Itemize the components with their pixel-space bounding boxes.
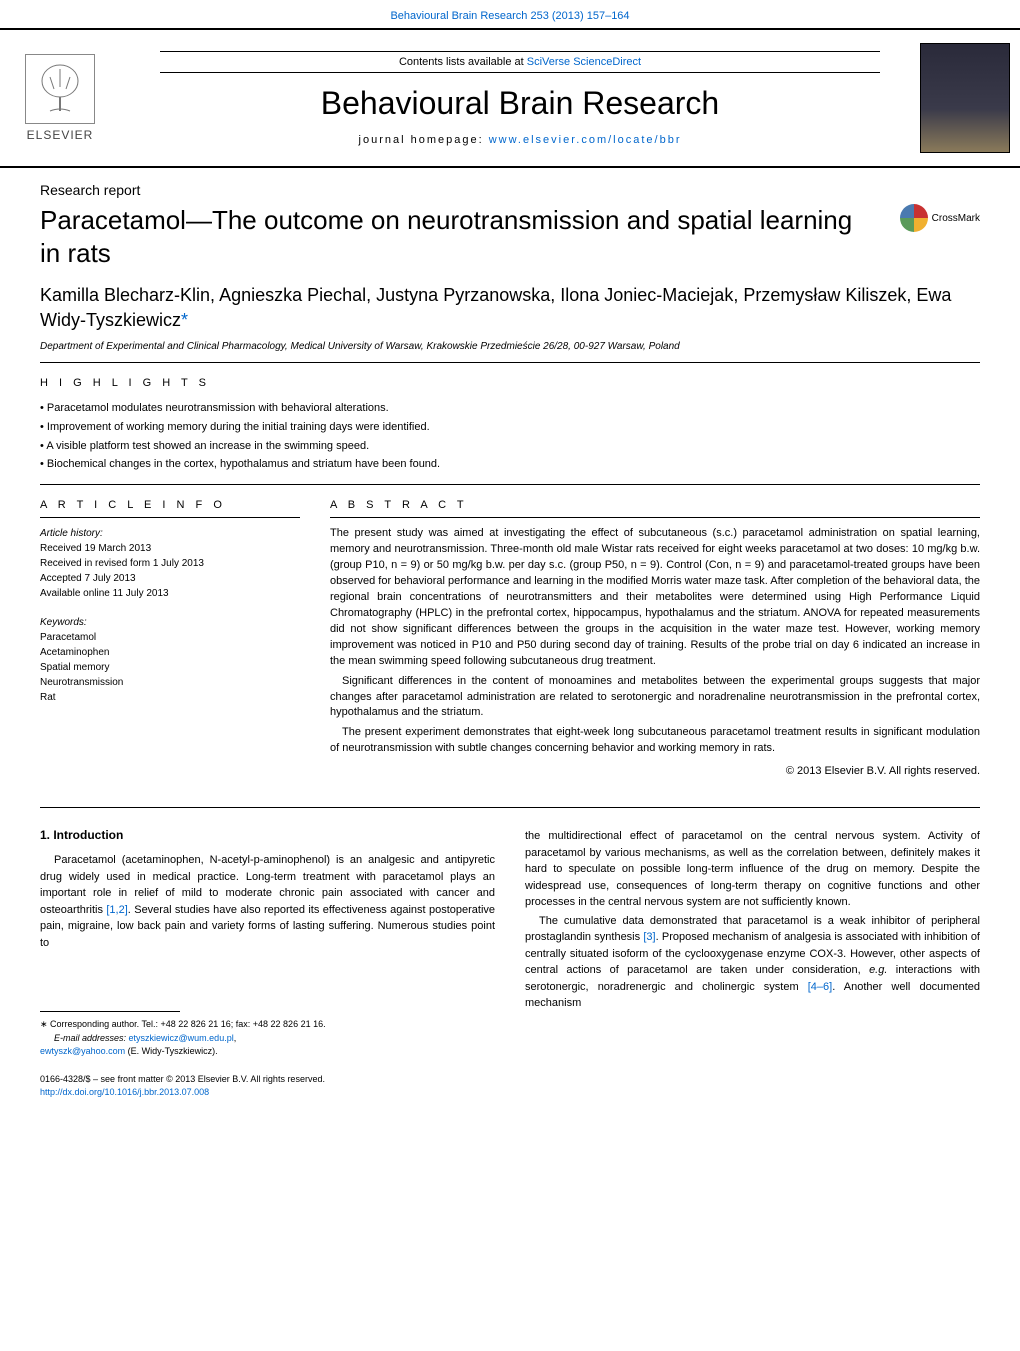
- email-name: (E. Widy-Tyszkiewicz).: [125, 1046, 218, 1056]
- keyword: Neurotransmission: [40, 675, 300, 690]
- abstract-column: A B S T R A C T The present study was ai…: [330, 499, 980, 777]
- abstract-copyright: © 2013 Elsevier B.V. All rights reserved…: [330, 765, 980, 777]
- affiliation: Department of Experimental and Clinical …: [40, 341, 980, 352]
- elsevier-tree-icon: [25, 54, 95, 124]
- history-label: Article history:: [40, 526, 300, 541]
- authors: Kamilla Blecharz-Klin, Agnieszka Piechal…: [40, 285, 951, 330]
- history-item: Received in revised form 1 July 2013: [40, 556, 300, 571]
- journal-cover-thumbnail: [920, 43, 1010, 153]
- contents-prefix: Contents lists available at: [399, 56, 527, 68]
- history-item: Available online 11 July 2013: [40, 586, 300, 601]
- keywords-block: Keywords: Paracetamol Acetaminophen Spat…: [40, 615, 300, 705]
- abstract-paragraph: The present study was aimed at investiga…: [330, 526, 980, 669]
- journal-homepage-line: journal homepage: www.elsevier.com/locat…: [120, 134, 920, 146]
- keyword: Spatial memory: [40, 660, 300, 675]
- article-title: Paracetamol—The outcome on neurotransmis…: [40, 204, 980, 269]
- highlights-list: Paracetamol modulates neurotransmission …: [40, 399, 980, 474]
- keyword: Paracetamol: [40, 630, 300, 645]
- highlight-item: Improvement of working memory during the…: [40, 418, 980, 437]
- email-label: E-mail addresses:: [54, 1033, 129, 1043]
- article-info-column: A R T I C L E I N F O Article history: R…: [40, 499, 300, 777]
- footnote-rule: [40, 1011, 180, 1012]
- intro-left-text: Paracetamol (acetaminophen, N-acetyl-p-a…: [40, 852, 495, 951]
- doi-link[interactable]: http://dx.doi.org/10.1016/j.bbr.2013.07.…: [40, 1087, 209, 1097]
- crossmark-label: CrossMark: [932, 213, 980, 224]
- body-columns: 1. Introduction Paracetamol (acetaminoph…: [40, 807, 980, 1100]
- introduction-heading: 1. Introduction: [40, 828, 495, 842]
- journal-title: Behavioural Brain Research: [120, 85, 920, 122]
- abstract-text: The present study was aimed at investiga…: [330, 526, 980, 757]
- body-paragraph: Paracetamol (acetaminophen, N-acetyl-p-a…: [40, 852, 495, 951]
- elsevier-text: ELSEVIER: [27, 128, 94, 142]
- email-link[interactable]: etyszkiewicz@wum.edu.pl: [129, 1033, 234, 1043]
- rule: [40, 362, 980, 363]
- highlight-item: Paracetamol modulates neurotransmission …: [40, 399, 980, 418]
- article-history: Article history: Received 19 March 2013 …: [40, 526, 300, 601]
- comma: ,: [234, 1033, 237, 1043]
- abstract-label: A B S T R A C T: [330, 499, 980, 518]
- highlights-label: H I G H L I G H T S: [40, 377, 980, 389]
- keyword: Acetaminophen: [40, 645, 300, 660]
- highlight-item: A visible platform test showed an increa…: [40, 437, 980, 456]
- abstract-paragraph: The present experiment demonstrates that…: [330, 725, 980, 757]
- issn-line: 0166-4328/$ – see front matter © 2013 El…: [40, 1073, 495, 1087]
- abstract-paragraph: Significant differences in the content o…: [330, 674, 980, 722]
- authors-line: Kamilla Blecharz-Klin, Agnieszka Piechal…: [40, 283, 980, 333]
- sciencedirect-link[interactable]: SciVerse ScienceDirect: [527, 56, 641, 68]
- intro-right-text: the multidirectional effect of paracetam…: [525, 828, 980, 1012]
- keywords-label: Keywords:: [40, 615, 300, 630]
- body-right-column: the multidirectional effect of paracetam…: [525, 828, 980, 1100]
- journal-header-bar: ELSEVIER Contents lists available at Sci…: [0, 28, 1020, 168]
- body-paragraph: the multidirectional effect of paracetam…: [525, 828, 980, 911]
- asterisk-icon: ∗: [40, 1019, 50, 1029]
- body-paragraph: The cumulative data demonstrated that pa…: [525, 913, 980, 1012]
- keyword: Rat: [40, 690, 300, 705]
- header-citation: Behavioural Brain Research 253 (2013) 15…: [0, 0, 1020, 28]
- highlight-item: Biochemical changes in the cortex, hypot…: [40, 455, 980, 474]
- email-link[interactable]: ewtyszk@yahoo.com: [40, 1046, 125, 1056]
- journal-center: Contents lists available at SciVerse Sci…: [120, 51, 920, 146]
- footnote-block: ∗ Corresponding author. Tel.: +48 22 826…: [40, 1018, 495, 1059]
- section-label: Research report: [40, 182, 980, 198]
- contents-list-line: Contents lists available at SciVerse Sci…: [160, 51, 880, 73]
- body-left-column: 1. Introduction Paracetamol (acetaminoph…: [40, 828, 495, 1100]
- crossmark-badge[interactable]: CrossMark: [900, 204, 980, 232]
- elsevier-logo: ELSEVIER: [0, 38, 120, 158]
- corresponding-author: Corresponding author. Tel.: +48 22 826 2…: [50, 1019, 326, 1029]
- crossmark-icon: [900, 204, 928, 232]
- history-item: Accepted 7 July 2013: [40, 571, 300, 586]
- bottom-meta: 0166-4328/$ – see front matter © 2013 El…: [40, 1073, 495, 1100]
- rule: [40, 484, 980, 485]
- history-item: Received 19 March 2013: [40, 541, 300, 556]
- article-info-label: A R T I C L E I N F O: [40, 499, 300, 518]
- corresponding-marker: *: [181, 310, 188, 330]
- homepage-prefix: journal homepage:: [359, 134, 489, 146]
- homepage-link[interactable]: www.elsevier.com/locate/bbr: [489, 134, 682, 146]
